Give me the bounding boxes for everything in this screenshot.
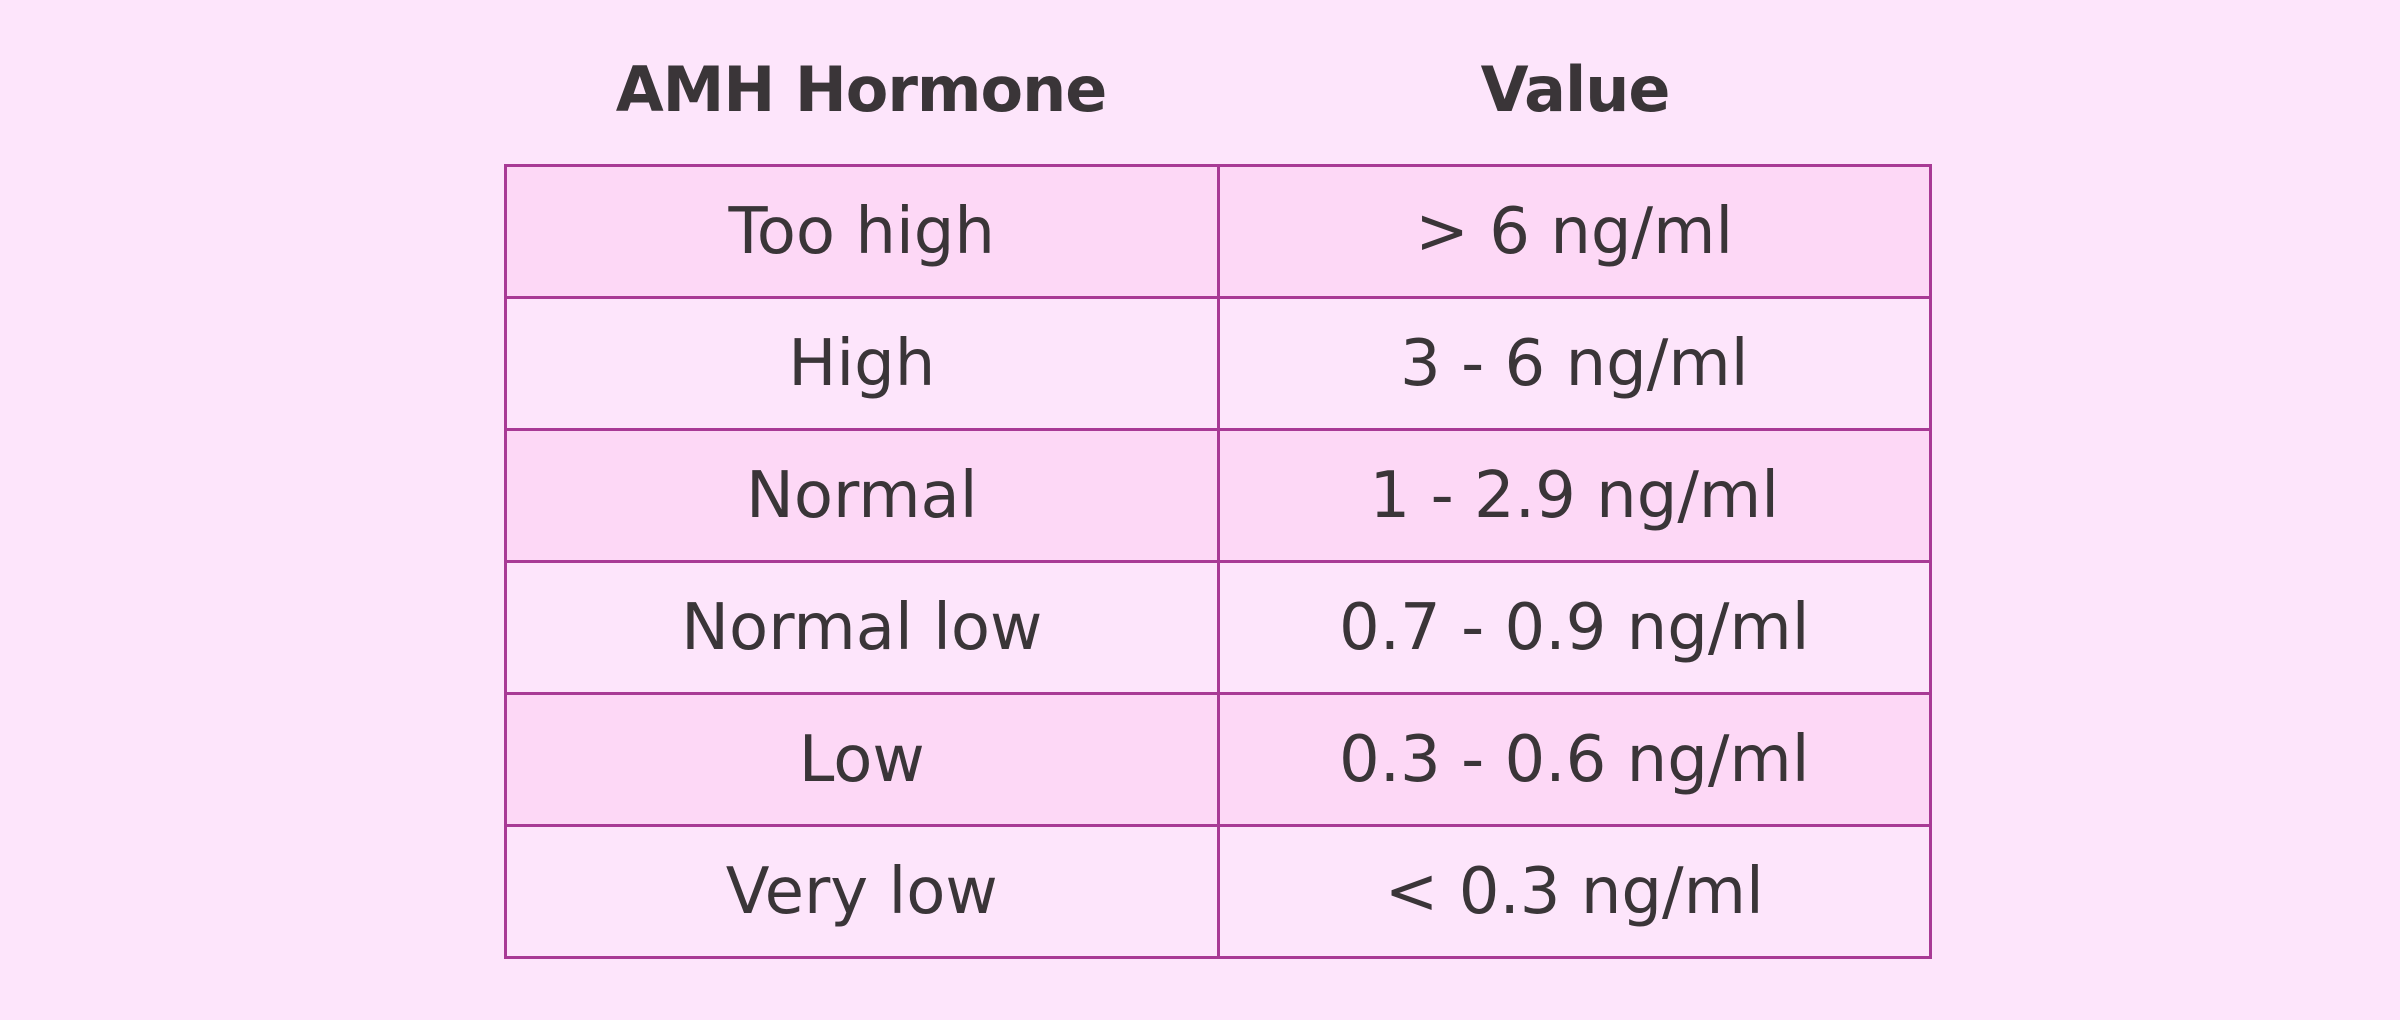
column-header: AMH Hormone (615, 53, 1108, 126)
table-row: Too high > 6 ng/ml (504, 164, 1932, 299)
table-row: Normal low 0.7 - 0.9 ng/ml (504, 560, 1932, 695)
table-header: AMH Hormone Value (504, 40, 1932, 140)
table-cell: Normal low (504, 560, 1220, 695)
table-cell: 1 - 2.9 ng/ml (1216, 428, 1932, 563)
table-cell: > 6 ng/ml (1216, 164, 1932, 299)
table-cell: Normal (504, 428, 1220, 563)
table-cell: 0.7 - 0.9 ng/ml (1216, 560, 1932, 695)
table: Too high > 6 ng/ml High 3 - 6 ng/ml Normal 1 … (504, 164, 1932, 959)
table-cell: Too high (504, 164, 1220, 299)
table-cell: Low (504, 692, 1220, 827)
column-header: Value (1480, 53, 1671, 126)
table-row: Very low < 0.3 ng/ml (504, 824, 1932, 959)
table-row: High 3 - 6 ng/ml (504, 296, 1932, 431)
table-row: Normal 1 - 2.9 ng/ml (504, 428, 1932, 563)
table-cell: Very low (504, 824, 1220, 959)
table-cell: 0.3 - 0.6 ng/ml (1216, 692, 1932, 827)
table-cell: 3 - 6 ng/ml (1216, 296, 1932, 431)
table-row: Low 0.3 - 0.6 ng/ml (504, 692, 1932, 827)
table-cell: < 0.3 ng/ml (1216, 824, 1932, 959)
table-cell: High (504, 296, 1220, 431)
